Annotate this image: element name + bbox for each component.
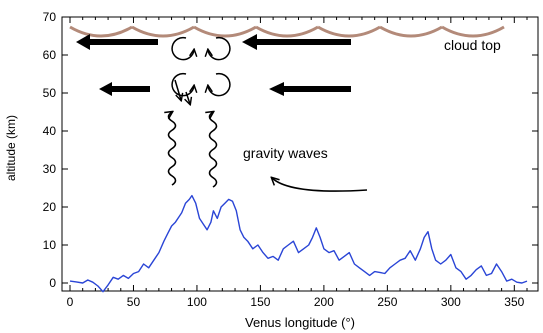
y-axis-ticks: 0 10 20 30 40 50 60 70 (43, 10, 538, 290)
loop-lower-center-tail (186, 91, 190, 104)
loop-lower-right (208, 72, 231, 97)
x-tick-label-200: 200 (314, 295, 334, 309)
cloud-top-arcs (69, 25, 505, 38)
series-layer (69, 194, 528, 293)
y-tick-label-40: 40 (43, 124, 57, 138)
y-tick-label-30: 30 (43, 162, 57, 176)
series-line-0 (69, 194, 528, 293)
y-tick-label-70: 70 (43, 10, 57, 24)
cloud-arc (69, 25, 133, 38)
loop-upper-right (208, 36, 231, 61)
gravity-waves-label: gravity waves (243, 145, 328, 161)
x-axis-label: Venus longitude (°) (245, 315, 355, 330)
gravity-wave-pointer-arrow (272, 178, 368, 192)
x-tick-label-100: 100 (187, 295, 207, 309)
wind-arrow-lower-left (99, 82, 150, 96)
cloud-top-label: cloud top (444, 37, 501, 53)
x-axis-minor-ticks (82, 17, 528, 291)
cloud-arc (379, 25, 443, 38)
y-tick-label-60: 60 (43, 48, 57, 62)
x-tick-label-0: 0 (67, 295, 74, 309)
cloud-arc (193, 25, 257, 38)
loop-lower-left (171, 72, 194, 97)
cloud-arc (255, 25, 319, 38)
gravity-wave-right (210, 112, 218, 188)
cloud-arc (317, 25, 381, 38)
gravity-wave-left (169, 112, 177, 186)
wind-arrow-upper-left (76, 34, 158, 50)
x-tick-label-250: 250 (377, 295, 397, 309)
x-tick-label-300: 300 (441, 295, 461, 309)
gravity-waves (169, 112, 218, 188)
x-tick-label-150: 150 (250, 295, 270, 309)
y-tick-label-10: 10 (43, 238, 57, 252)
plot-frame (61, 16, 539, 292)
x-tick-label-50: 50 (127, 295, 141, 309)
loop-lower-left-tail (174, 79, 181, 100)
loop-upper-left (171, 36, 194, 61)
y-tick-label-20: 20 (43, 200, 57, 214)
x-tick-label-350: 350 (504, 295, 524, 309)
x-axis-ticks: 0 50 100 150 200 250 300 350 (67, 17, 525, 309)
zonal-wind-arrows (76, 34, 351, 96)
cloud-arc (131, 25, 195, 38)
y-tick-label-0: 0 (49, 276, 56, 290)
wind-arrow-lower-right (269, 82, 351, 96)
circulation-loops (171, 36, 231, 104)
y-axis-label: altitude (km) (4, 115, 18, 181)
y-tick-label-50: 50 (43, 86, 57, 100)
cloud-arc (441, 25, 505, 38)
wind-arrow-upper-right (242, 34, 351, 50)
